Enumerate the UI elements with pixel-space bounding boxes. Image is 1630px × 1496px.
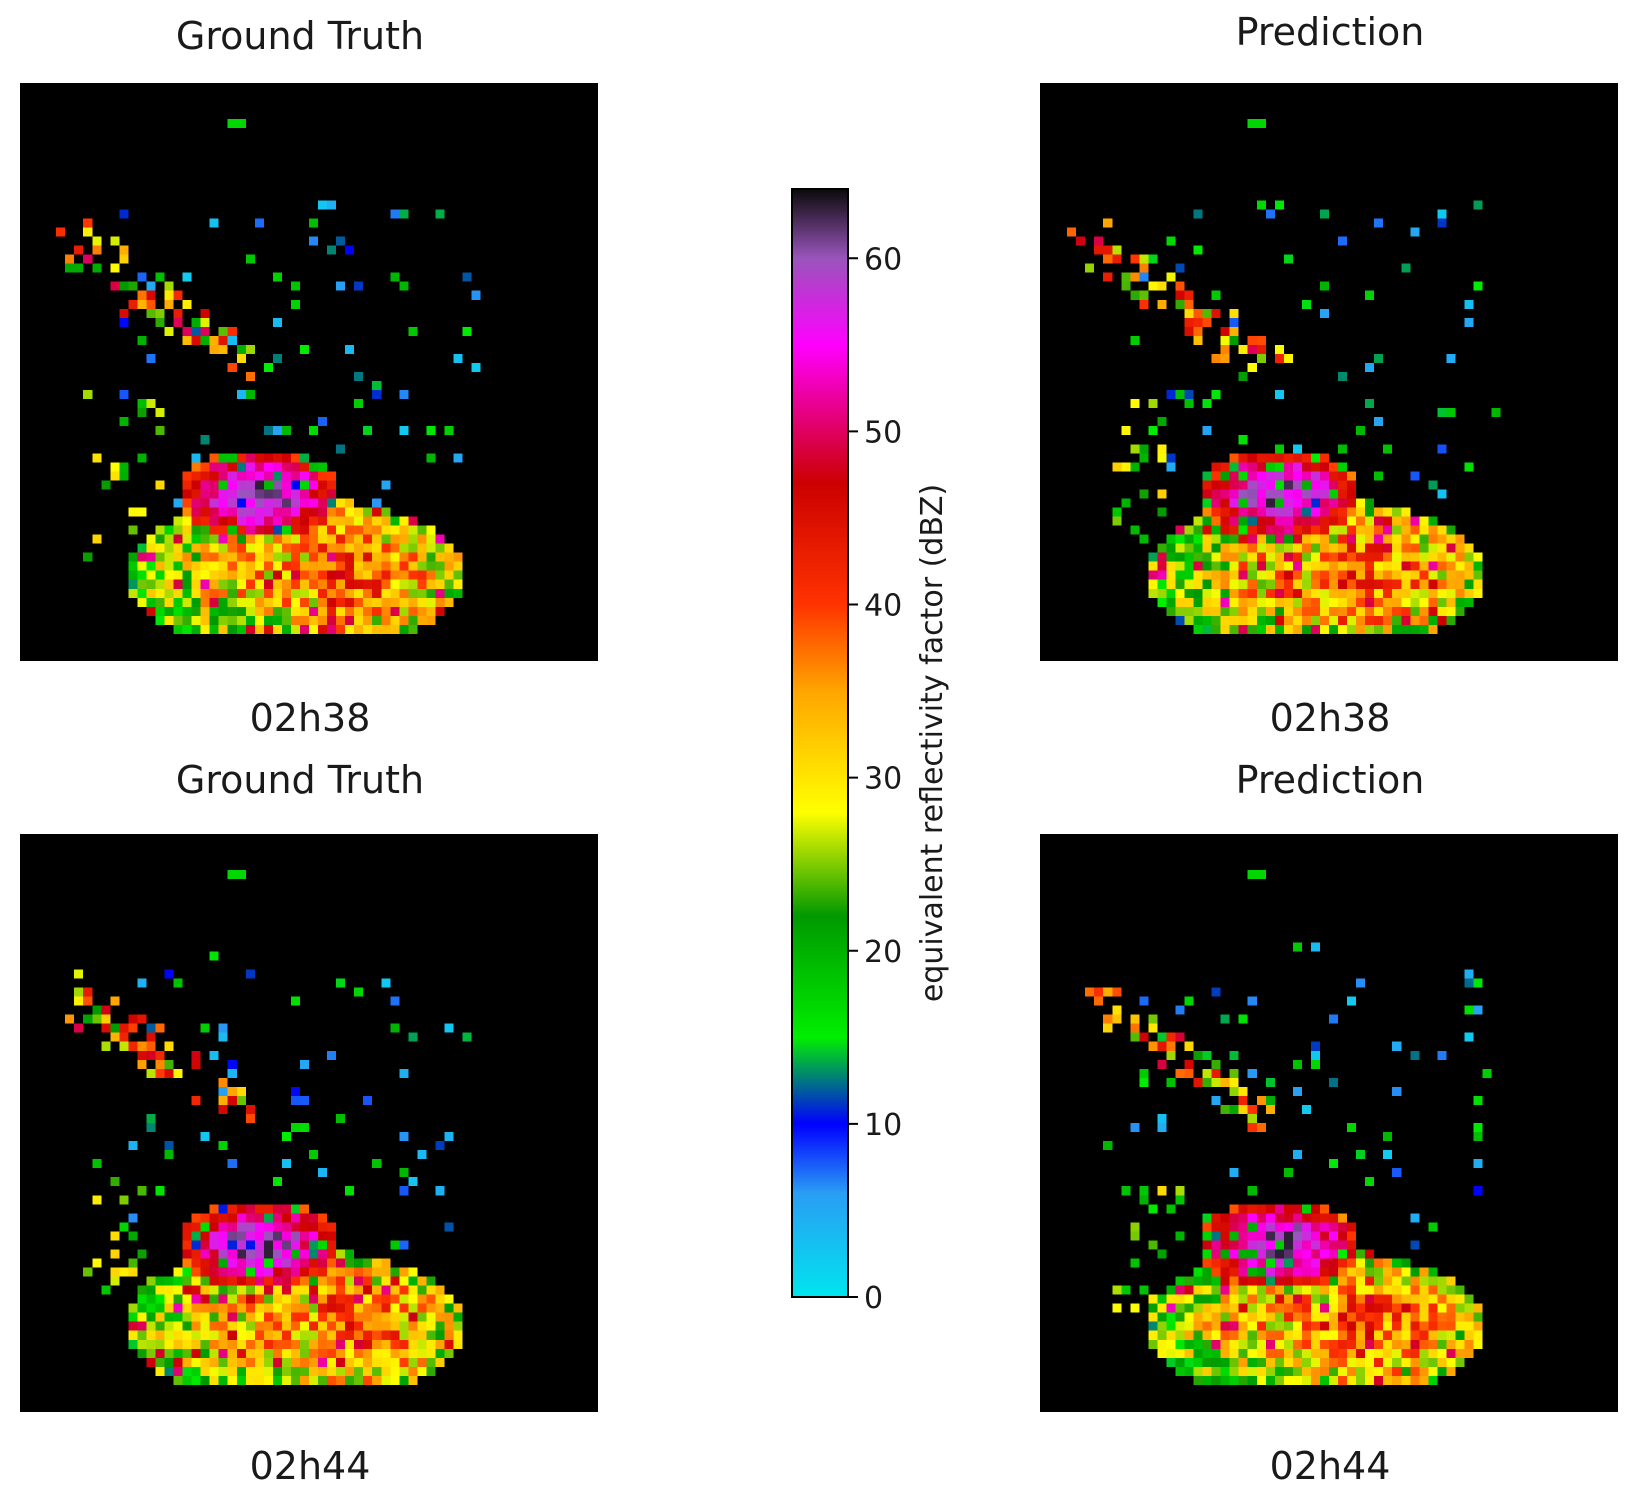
panel-title-1: Ground Truth	[175, 14, 425, 58]
radar-image-1	[20, 83, 598, 661]
radar-image-2	[1040, 83, 1618, 661]
colorbar-label: equivalent reflectivity factor (dBZ)	[915, 484, 950, 1002]
radar-image-4	[1040, 834, 1618, 1412]
colorbar-tick-label: 50	[864, 415, 902, 450]
colorbar-tick-label: 10	[864, 1108, 902, 1143]
colorbar-tick-label: 0	[864, 1281, 883, 1316]
panel-title-4: Prediction	[1235, 758, 1425, 802]
panel-title-2: Prediction	[1235, 10, 1425, 54]
colorbar-tick-label: 20	[864, 935, 902, 970]
radar-panel-1	[20, 83, 598, 661]
colorbar-tick-label: 60	[864, 242, 902, 277]
radar-image-3	[20, 834, 598, 1412]
panel-time-4: 02h44	[1269, 1444, 1391, 1488]
colorbar-tick-label: 30	[864, 762, 902, 797]
radar-panel-2	[1040, 83, 1618, 661]
colorbar-scale	[791, 188, 849, 1298]
radar-panel-4	[1040, 834, 1618, 1412]
panel-time-2: 02h38	[1269, 696, 1391, 740]
panel-title-3: Ground Truth	[175, 758, 425, 802]
panel-time-3: 02h44	[249, 1444, 371, 1488]
panel-time-1: 02h38	[249, 696, 371, 740]
radar-panel-3	[20, 834, 598, 1412]
colorbar-tick-label: 40	[864, 589, 902, 624]
colorbar: 0 10 20 30 40 50 60 equivalent reflectivity fa…	[791, 188, 950, 1316]
